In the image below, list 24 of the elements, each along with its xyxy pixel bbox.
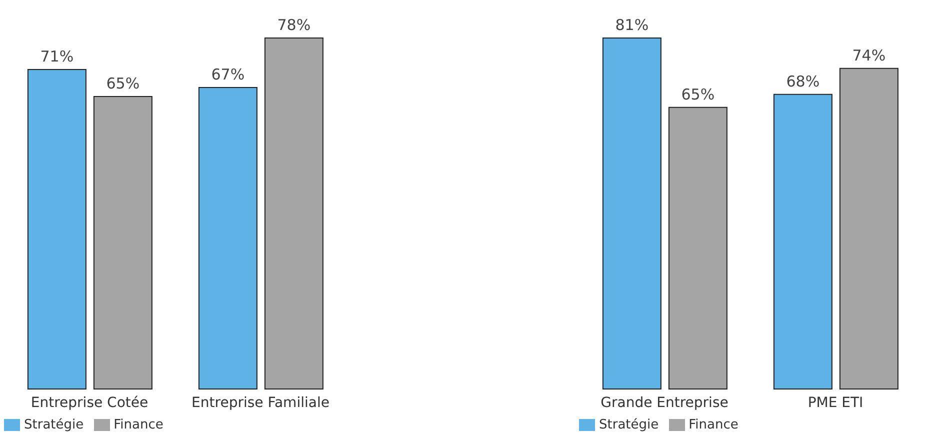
- data-label: 65%: [106, 74, 140, 92]
- legend-label: Stratégie: [24, 418, 84, 433]
- bar: [602, 38, 662, 390]
- data-label: 65%: [681, 85, 715, 104]
- data-label: 74%: [852, 46, 886, 64]
- data-label: 67%: [211, 66, 245, 84]
- legend-label: Finance: [114, 418, 164, 433]
- x-tick-label: Entreprise Cotée: [30, 394, 148, 411]
- bar: [27, 69, 86, 390]
- legend-label: Finance: [688, 418, 738, 433]
- x-tick-label: Entreprise Familiale: [192, 394, 330, 411]
- x-tick-label: PME ETI: [808, 394, 864, 411]
- bar: [773, 94, 832, 390]
- bar: [839, 68, 898, 390]
- bar: [93, 96, 152, 390]
- data-label: 81%: [615, 16, 649, 34]
- data-label: 78%: [277, 16, 311, 34]
- bar: [198, 87, 258, 390]
- x-tick-label: Grande Entreprise: [600, 394, 728, 411]
- bar: [668, 106, 728, 390]
- legend-label: Stratégie: [599, 418, 659, 433]
- data-label: 68%: [786, 72, 820, 90]
- bar: [264, 38, 324, 390]
- data-label: 71%: [40, 48, 74, 66]
